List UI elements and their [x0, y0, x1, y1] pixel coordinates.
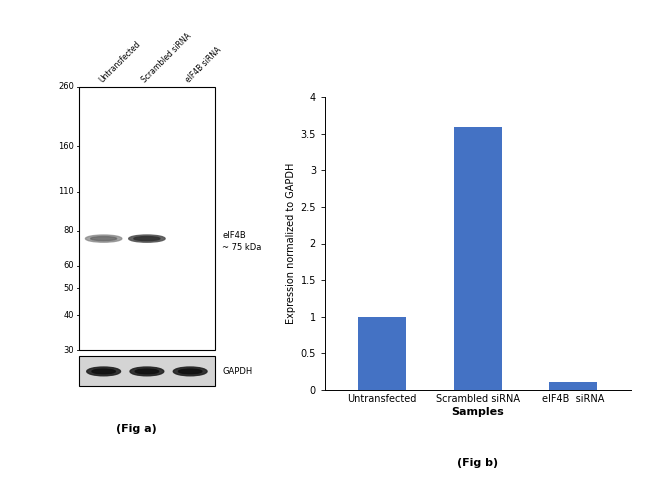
Text: Untransfected: Untransfected [98, 40, 142, 85]
Ellipse shape [90, 237, 116, 241]
Ellipse shape [129, 235, 165, 242]
Bar [79, 87, 214, 351]
X-axis label: Samples: Samples [451, 407, 504, 417]
Bar [454, 127, 502, 390]
Text: (Fig b): (Fig b) [457, 458, 499, 468]
Text: 160: 160 [58, 142, 74, 150]
Text: eIF4B: eIF4B [222, 231, 246, 240]
Ellipse shape [179, 369, 202, 374]
Text: ~ 75 kDa: ~ 75 kDa [222, 243, 262, 252]
Ellipse shape [92, 369, 115, 374]
Text: 60: 60 [64, 262, 74, 270]
Text: eIF4B siRNA: eIF4B siRNA [184, 46, 223, 85]
Ellipse shape [135, 369, 159, 374]
Text: 260: 260 [58, 82, 74, 92]
Ellipse shape [130, 367, 164, 376]
Text: 80: 80 [64, 226, 74, 235]
Text: 50: 50 [64, 283, 74, 293]
Ellipse shape [85, 235, 122, 242]
Text: Scrambled siRNA: Scrambled siRNA [140, 32, 194, 85]
Ellipse shape [86, 367, 120, 376]
Bar [549, 382, 597, 390]
Text: 110: 110 [58, 187, 74, 196]
Ellipse shape [134, 237, 160, 241]
Bar [79, 356, 214, 386]
Y-axis label: Expression normalized to GAPDH: Expression normalized to GAPDH [286, 163, 296, 324]
Text: (Fig a): (Fig a) [116, 424, 157, 434]
Bar [358, 317, 406, 390]
Text: 40: 40 [64, 311, 74, 320]
Text: 30: 30 [64, 346, 74, 355]
Text: GAPDH: GAPDH [222, 367, 253, 376]
Ellipse shape [174, 367, 207, 376]
